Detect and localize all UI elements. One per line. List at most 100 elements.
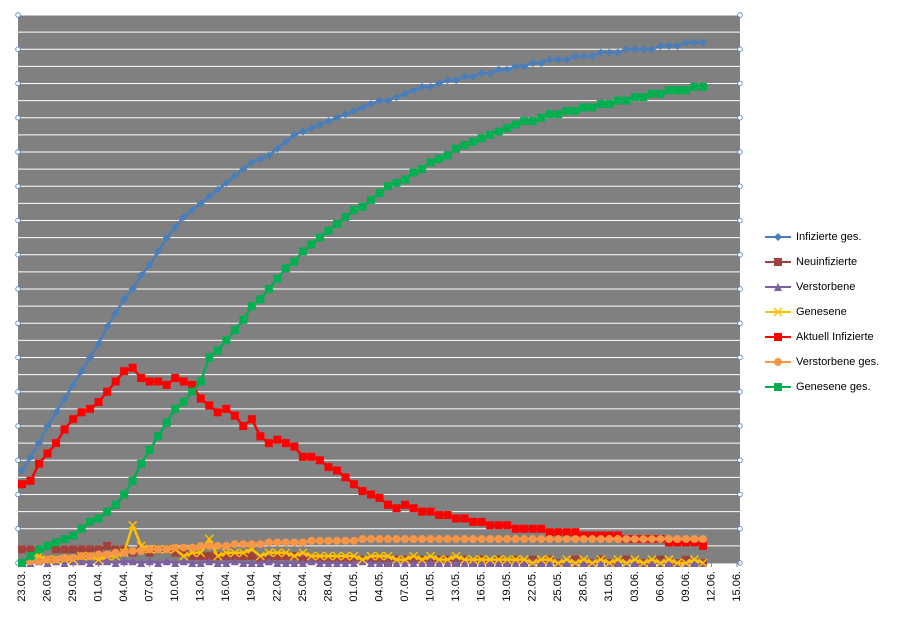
marker: [477, 134, 486, 143]
x-tick-label: 13.04.: [195, 571, 207, 602]
marker: [460, 559, 469, 567]
marker: [307, 557, 316, 566]
marker: [86, 559, 95, 567]
marker: [154, 432, 163, 441]
marker: [171, 223, 180, 232]
marker: [35, 439, 44, 448]
marker: [349, 480, 358, 489]
marker: [103, 507, 112, 516]
marker: [273, 552, 282, 561]
marker: [332, 219, 341, 228]
marker: [774, 358, 782, 366]
marker: [384, 182, 393, 191]
series: [18, 557, 707, 567]
marker: [315, 551, 325, 561]
marker: [452, 514, 461, 523]
marker: [341, 110, 350, 119]
marker: [341, 559, 350, 567]
marker: [545, 535, 554, 544]
marker: [307, 240, 316, 249]
x-tick-label: 01.04.: [93, 571, 105, 602]
y2-tick-mark: [737, 389, 743, 395]
marker: [154, 545, 163, 554]
marker: [562, 528, 571, 537]
marker: [358, 202, 367, 211]
marker: [698, 535, 707, 544]
marker: [647, 555, 657, 565]
marker: [162, 380, 171, 389]
marker: [443, 76, 452, 85]
marker: [60, 559, 69, 567]
marker: [477, 555, 487, 565]
marker: [52, 555, 61, 564]
marker: [605, 48, 614, 57]
marker: [256, 295, 265, 304]
marker: [103, 322, 112, 331]
marker: [434, 555, 444, 565]
marker: [247, 415, 256, 424]
marker: [281, 538, 290, 547]
marker: [520, 117, 529, 126]
marker: [349, 206, 358, 215]
marker: [443, 535, 452, 544]
y2-tick-mark: [737, 457, 743, 463]
marker: [401, 559, 410, 567]
marker: [664, 535, 673, 544]
marker: [35, 557, 44, 566]
marker: [358, 103, 367, 112]
marker: [485, 555, 495, 565]
legend-label: Verstorbene ges.: [796, 356, 879, 368]
y2-tick-mark: [737, 423, 743, 429]
legend-label: Genesene ges.: [796, 381, 871, 393]
marker: [596, 48, 605, 57]
y2-tick-mark: [737, 217, 743, 224]
marker: [639, 93, 648, 102]
marker: [256, 432, 265, 441]
marker: [324, 536, 333, 545]
marker: [196, 559, 205, 567]
marker: [43, 541, 52, 550]
x-tick-label: 25.05.: [552, 571, 564, 602]
legend-label: Genesene: [796, 306, 847, 318]
marker: [281, 548, 291, 558]
marker: [196, 552, 205, 561]
y2-tick-mark: [737, 286, 743, 292]
marker: [443, 559, 452, 567]
marker: [315, 120, 324, 129]
marker: [613, 96, 622, 105]
marker: [426, 158, 435, 167]
marker: [613, 535, 622, 544]
marker: [426, 559, 435, 567]
marker: [588, 535, 597, 544]
marker: [298, 548, 308, 558]
x-tick-label: 29.03.: [67, 571, 79, 602]
x-tick-label: 07.04.: [144, 571, 156, 602]
marker: [26, 452, 35, 461]
x-tick-label: 16.05.: [476, 571, 488, 602]
marker: [392, 93, 401, 102]
marker: [596, 555, 606, 565]
marker: [418, 82, 427, 91]
marker: [256, 540, 265, 549]
x-tick-label: 15.06.: [731, 571, 743, 602]
marker: [18, 480, 26, 489]
x-tick-label: 06.06.: [654, 571, 666, 602]
marker: [196, 548, 206, 558]
marker: [120, 367, 129, 376]
marker: [281, 552, 290, 561]
marker: [511, 120, 520, 129]
y2-tick-mark: [737, 46, 743, 52]
marker: [205, 192, 214, 201]
marker: [18, 559, 26, 567]
marker: [774, 258, 782, 266]
marker: [298, 538, 307, 547]
marker: [307, 536, 316, 545]
marker: [324, 117, 333, 126]
marker: [43, 555, 52, 564]
marker: [656, 89, 665, 98]
marker: [52, 538, 61, 547]
marker: [332, 551, 342, 561]
marker: [247, 158, 256, 167]
marker: [222, 404, 231, 413]
marker: [264, 548, 274, 558]
